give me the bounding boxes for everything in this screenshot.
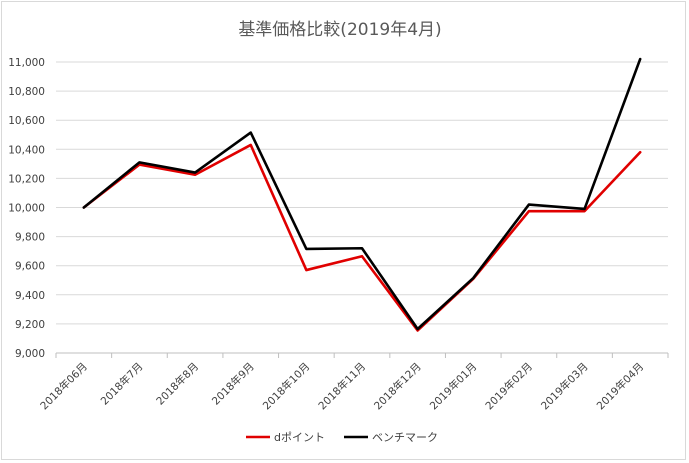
x-tick-label: 2018年7月 (98, 360, 146, 408)
legend-label: ベンチマーク (372, 431, 438, 444)
series-line (82, 57, 642, 331)
y-tick-label: 10,800 (8, 86, 45, 98)
y-tick-label: 10,000 (8, 203, 45, 215)
y-tick-label: 11,000 (8, 57, 45, 69)
legend: dポイント ベンチマーク (246, 431, 438, 444)
x-tick-labels: 2018年06月 2018年7月 2018年8月 2018年9月 2018年10月 201… (38, 360, 647, 412)
x-tick-label: 2018年11月 (316, 360, 368, 412)
x-tick-label: 2019年02月 (483, 360, 535, 412)
series-line (82, 143, 642, 332)
x-tick-label: 2019年03月 (538, 360, 590, 412)
x-tick-label: 2019年01月 (427, 360, 479, 412)
x-tick-label: 2018年12月 (371, 360, 423, 412)
axes (55, 352, 669, 358)
y-tick-label: 10,200 (8, 173, 45, 185)
series-lines (82, 57, 642, 332)
x-tick-label: 2019年04月 (594, 360, 646, 412)
y-tick-label: 10,600 (8, 115, 45, 127)
y-tick-label: 9,000 (15, 348, 45, 360)
gridlines (56, 61, 668, 325)
y-tick-label: 9,200 (15, 319, 45, 331)
y-tick-label: 10,400 (8, 144, 45, 156)
x-tick-label: 2018年9月 (209, 360, 257, 408)
x-tick-label: 2018年10月 (260, 360, 312, 412)
x-tick-label: 2018年06月 (38, 360, 90, 412)
y-tick-label: 9,600 (15, 261, 45, 273)
x-tick-label: 2018年8月 (154, 360, 202, 408)
chart-title: 基準価格比較(2019年4月) (238, 20, 441, 40)
y-tick-label: 9,800 (15, 232, 45, 244)
y-tick-label: 9,400 (15, 290, 45, 302)
y-tick-labels: 9,000 9,200 9,400 9,600 9,800 10,000 10,200 10,… (8, 57, 45, 360)
legend-label: dポイント (274, 431, 325, 444)
